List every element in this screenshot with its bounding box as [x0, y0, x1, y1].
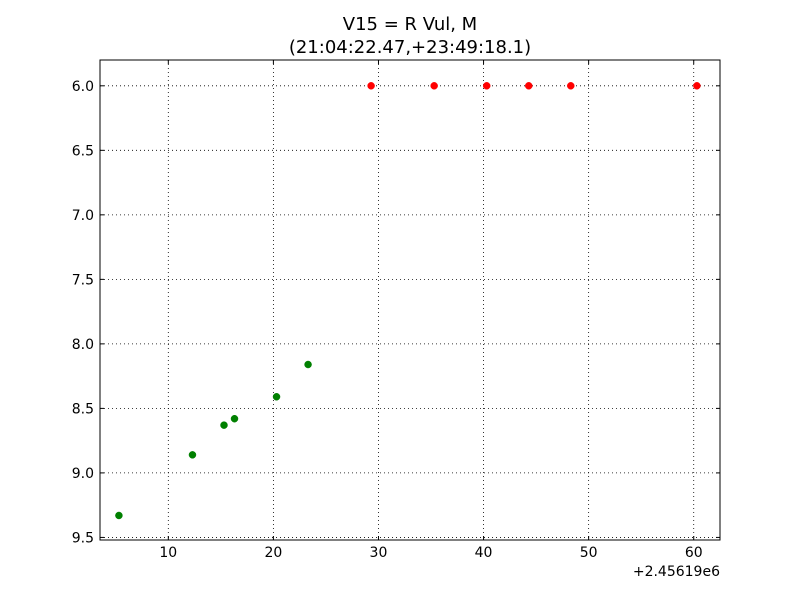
data-point-green: [188, 451, 197, 459]
data-point-red: [430, 82, 438, 90]
y-tick-label: 7.5: [72, 272, 94, 288]
x-tick-label: 10: [159, 545, 177, 561]
data-point-green: [220, 421, 228, 429]
chart-subtitle: (21:04:22.47,+23:49:18.1): [289, 37, 531, 58]
data-point-red: [524, 82, 533, 90]
data-point-red: [693, 82, 701, 90]
y-tick-label: 7.0: [72, 208, 94, 224]
data-point-green: [230, 414, 239, 423]
y-tick-label: 8.0: [72, 337, 94, 353]
data-point-green: [115, 511, 123, 520]
data-point-red: [567, 82, 575, 90]
y-tick-label: 9.0: [72, 466, 94, 482]
y-tick-label: 9.5: [72, 530, 94, 546]
x-axis-offset-label: +2.45619e6: [633, 564, 720, 580]
x-tick-label: 30: [370, 545, 388, 561]
axes-frame: [99, 59, 721, 541]
plot-area: 10 20 30 40 50 60 6.0 6.5 7.0 7.5 8.0 8.5 9.0 9.5: [72, 59, 721, 561]
y-tick-label: 6.0: [72, 79, 94, 95]
data-point-green: [304, 360, 312, 369]
x-tick-label: 40: [475, 545, 493, 561]
x-tick-label: 60: [685, 545, 703, 561]
data-point-red: [482, 82, 491, 90]
y-tick-label: 8.5: [72, 401, 94, 417]
x-tick-label: 50: [580, 545, 598, 561]
data-point-red: [367, 82, 375, 90]
data-point-green: [272, 393, 281, 401]
y-tick-label: 6.5: [72, 143, 94, 159]
x-tick-label: 20: [264, 545, 282, 561]
chart-title: V15 = R Vul, M: [343, 14, 477, 35]
